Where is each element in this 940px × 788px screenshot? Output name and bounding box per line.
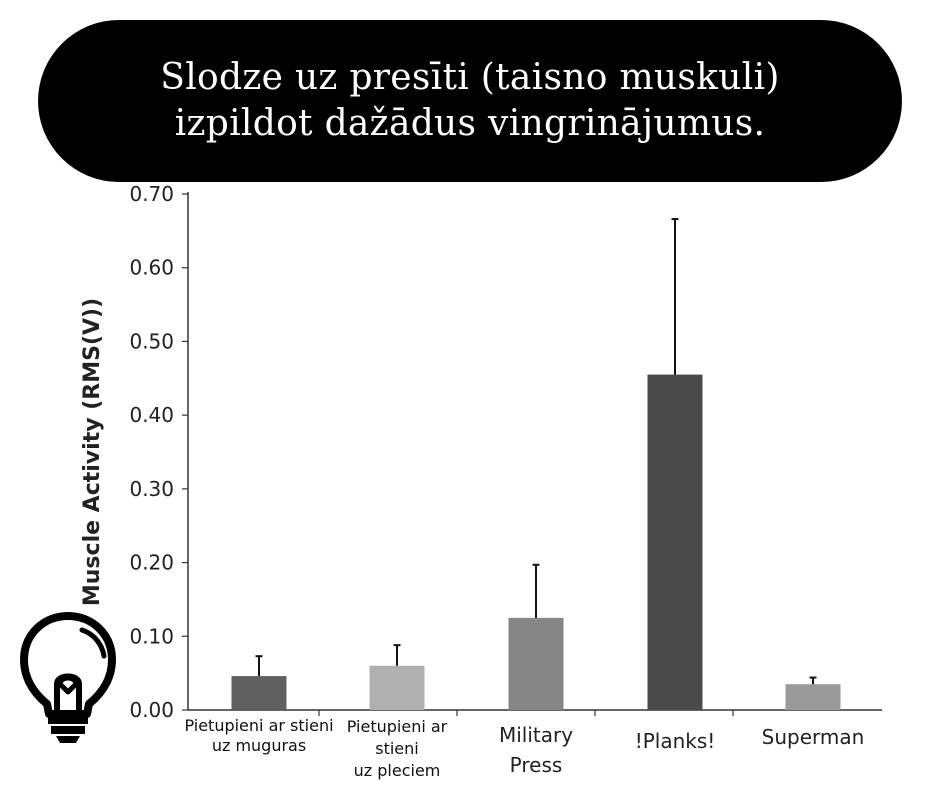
- x-category-label-line: Pietupieni ar stieni: [184, 716, 334, 735]
- x-category-label-line: !Planks!: [634, 729, 716, 753]
- y-axis-label: Muscle Activity (RMS(V)): [80, 298, 105, 606]
- x-category-label: Pietupieni ar stieni uz muguras: [169, 716, 349, 756]
- y-tick-label: 0.30: [129, 477, 174, 501]
- y-tick-label: 0.00: [129, 698, 174, 722]
- x-category-label: Pietupieni ar stieni uz pleciem: [322, 716, 472, 782]
- x-category-label: Superman: [748, 722, 878, 752]
- chart-title-line-1: Slodze uz presīti (taisno muskuli): [160, 57, 780, 98]
- y-tick-label: 0.10: [129, 624, 174, 648]
- bar: [231, 676, 287, 710]
- bar: [369, 665, 425, 710]
- y-tick-label: 0.70: [129, 182, 174, 206]
- y-tick-label: 0.20: [129, 551, 174, 575]
- x-category-label-line: Superman: [761, 725, 865, 749]
- bar: [785, 684, 841, 710]
- x-category-label-line: uz pleciem: [353, 761, 441, 780]
- x-category-label: Military Press: [476, 720, 596, 780]
- x-category-label-line: Press: [509, 753, 563, 777]
- y-tick-label: 0.50: [129, 329, 174, 353]
- bar: [508, 617, 564, 710]
- x-category-label-line: stieni: [375, 739, 419, 758]
- lightbulb-icon: [20, 612, 116, 743]
- x-category-label-line: Pietupieni ar: [346, 717, 448, 736]
- x-category-label-line: uz muguras: [211, 736, 307, 755]
- x-category-label: !Planks!: [615, 726, 735, 756]
- y-tick-label: 0.60: [129, 256, 174, 280]
- y-tick-label: 0.40: [129, 403, 174, 427]
- chart-title-line-2: izpildot dažādus vingrinājumus.: [174, 103, 766, 144]
- bar: [647, 374, 703, 710]
- title-banner: Slodze uz presīti (taisno muskuli) izpil…: [38, 20, 902, 182]
- x-category-label-line: Military: [498, 723, 574, 747]
